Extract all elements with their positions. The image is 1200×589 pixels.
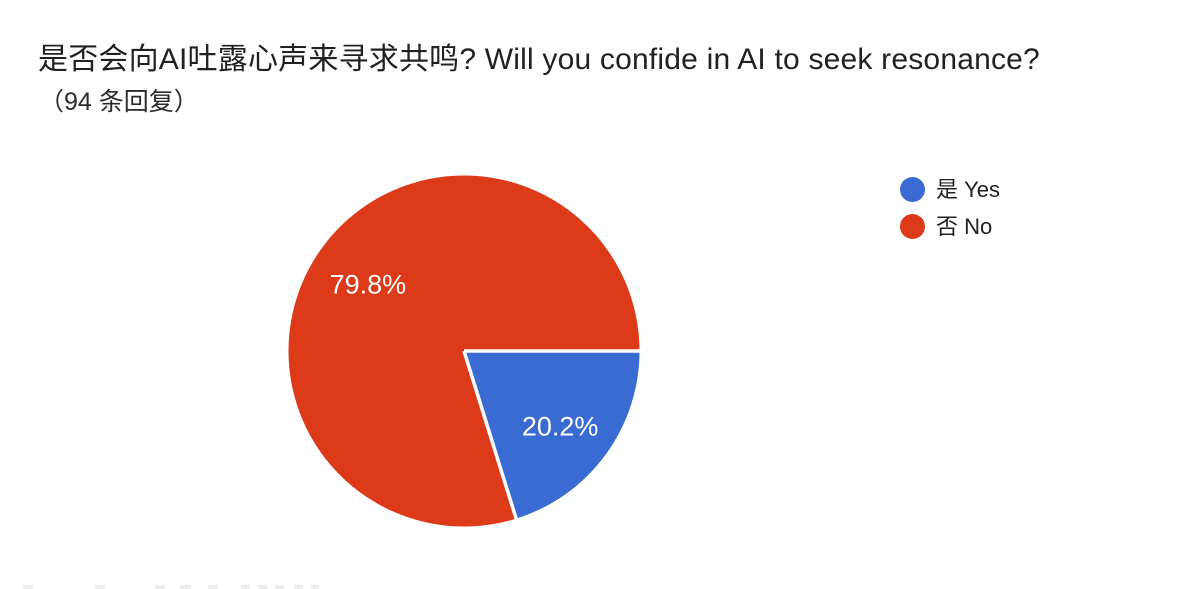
legend-item-yes: 是 Yes	[900, 177, 1000, 202]
slice-percent-label-no: 79.8%	[330, 270, 407, 300]
chart-legend: 是 Yes 否 No	[900, 177, 1000, 239]
response-count: （94 条回复）	[39, 88, 199, 116]
cutoff-mark	[95, 585, 105, 589]
clipped-next-section	[0, 585, 1200, 589]
cutoff-mark	[241, 585, 250, 589]
cutoff-mark	[294, 585, 303, 589]
cutoff-mark	[275, 585, 284, 589]
pie-slice-yes[interactable]	[464, 351, 640, 519]
legend-swatch-no-icon	[900, 214, 925, 239]
cutoff-mark	[23, 585, 33, 589]
cutoff-mark	[208, 585, 218, 589]
cutoff-mark	[258, 585, 267, 589]
legend-label-yes: 是 Yes	[936, 177, 1001, 202]
slice-separator	[462, 350, 518, 520]
pie-chart: 20.2% 79.8%	[288, 175, 640, 527]
cutoff-mark	[180, 585, 191, 589]
legend-item-no: 否 No	[900, 214, 1000, 239]
cutoff-mark	[311, 585, 319, 589]
cutoff-mark	[155, 585, 165, 589]
legend-swatch-yes-icon	[900, 177, 925, 202]
question-title: 是否会向AI吐露心声来寻求共鸣? Will you confide in AI …	[38, 43, 1040, 76]
legend-label-no: 否 No	[936, 214, 993, 239]
slice-percent-label-yes: 20.2%	[522, 411, 599, 441]
